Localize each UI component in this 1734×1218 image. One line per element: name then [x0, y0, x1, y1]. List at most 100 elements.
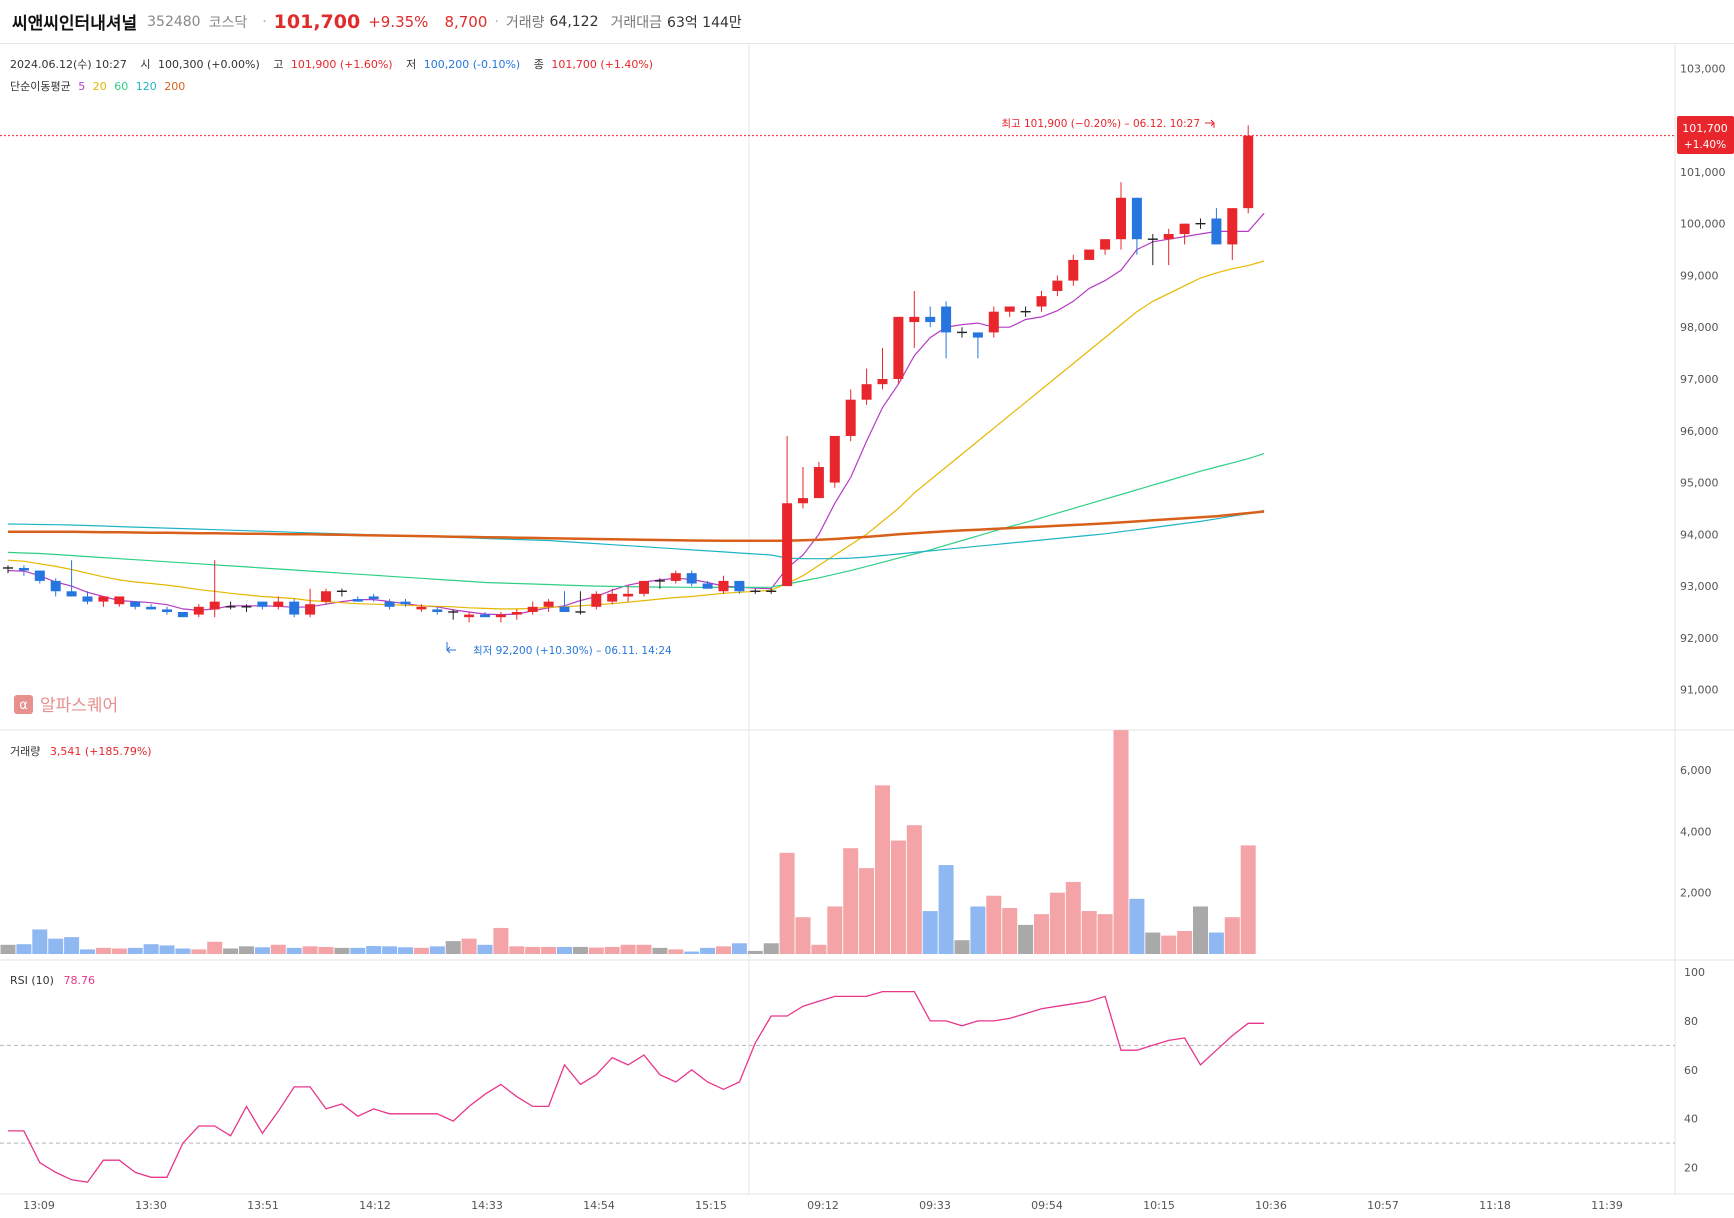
candle-body [877, 379, 888, 385]
info-datetime: 2024.06.12(수) 10:27 [10, 58, 127, 71]
volume-bar [572, 946, 588, 954]
time-tick: 09:33 [919, 1199, 951, 1212]
ma-line-200 [8, 510, 1265, 543]
volume-panel-value: 3,541 (+185.79%) [50, 745, 152, 758]
volume-bar [604, 946, 620, 954]
candle-body [623, 593, 634, 597]
candle-body [718, 580, 729, 592]
volume-bar [731, 943, 747, 954]
candle-body [591, 593, 602, 607]
price-tick: 92,000 [1680, 632, 1719, 645]
info-legend: 2024.06.12(수) 10:27 시 100,300 (+0.00%) 고… [10, 58, 653, 71]
ma-legend[interactable]: 단순이동평균 5 20 60 120 200 [10, 80, 185, 93]
volume-bar [588, 947, 604, 954]
price-tag-pct: +1.40% [1684, 139, 1726, 151]
price-tick: 96,000 [1680, 425, 1719, 438]
volume-bar [398, 947, 413, 954]
candle-body [130, 601, 141, 607]
candle-body [1116, 197, 1126, 240]
volume-bar [1034, 914, 1049, 954]
volume-panel-title: 거래량 [10, 745, 40, 758]
volume-bar [1097, 914, 1113, 954]
volume-bar [541, 946, 557, 954]
change-percent: +9.35% [368, 12, 429, 31]
candle-body [1036, 296, 1047, 307]
volume-bar [191, 949, 207, 954]
time-tick: 09:12 [807, 1199, 839, 1212]
price-tick: 97,000 [1680, 373, 1719, 386]
ma-legend-title: 단순이동평균 [10, 80, 71, 93]
time-tick: 14:54 [583, 1199, 615, 1212]
volume-bar [1240, 845, 1256, 954]
time-tick: 15:15 [695, 1199, 727, 1212]
volume-bar [1113, 730, 1129, 954]
volume-bar [636, 944, 652, 954]
candle-body [972, 332, 983, 338]
stock-name: 씨앤씨인터내셔널 [12, 14, 138, 34]
info-low-label: 저 [406, 58, 416, 71]
rsi-tick: 20 [1684, 1162, 1698, 1175]
volume-bar [747, 950, 763, 954]
price-tick: 98,000 [1680, 321, 1719, 334]
svg-text:α: α [19, 698, 28, 713]
candle-body [734, 580, 745, 592]
volume-bar [1002, 908, 1018, 954]
volume-bar [684, 951, 700, 954]
candle-body [209, 601, 220, 610]
info-high-value: 101,900 (+1.60%) [291, 58, 393, 71]
time-tick: 13:30 [135, 1199, 167, 1212]
candle-body [34, 570, 45, 581]
volume-bar [906, 825, 922, 954]
candle-body [50, 580, 61, 592]
volume-bar [509, 946, 525, 954]
price-tick: 95,000 [1680, 477, 1719, 490]
time-tick: 10:15 [1143, 1199, 1175, 1212]
rsi-indicator [0, 990, 1675, 1183]
volume-bar [1018, 924, 1034, 954]
candle-body [941, 306, 952, 333]
volume-bar [239, 946, 254, 954]
volume-panel-label: 거래량 3,541 (+185.79%) [10, 745, 152, 758]
ma-legend-120: 120 [136, 80, 157, 93]
info-open-label: 시 [140, 58, 150, 71]
volume-bar [16, 944, 32, 954]
candle-body [670, 573, 681, 581]
volume-bar [922, 911, 938, 954]
rsi-axis: 100 80 60 40 20 [1684, 966, 1705, 1175]
ma-legend-20: 20 [93, 80, 107, 93]
stock-chart[interactable]: 103,000102,000101,000100,00099,00098,000… [0, 44, 1734, 1218]
separator-dot: · [494, 13, 499, 30]
volume-bar [811, 944, 827, 954]
candle-body [162, 609, 172, 612]
candle-body [988, 311, 999, 333]
volume-bar [700, 947, 716, 954]
candle-body [18, 567, 29, 571]
volume-bar [334, 947, 350, 954]
candle-body [464, 614, 475, 618]
volume-bar [986, 895, 1002, 954]
candle-body [798, 498, 808, 504]
volume-bar [557, 946, 572, 954]
volume-bar [95, 947, 111, 954]
market-label: 코스닥 [208, 14, 248, 31]
volume-bar [1193, 906, 1208, 954]
volume-bar [652, 947, 668, 954]
volume-bar [954, 940, 970, 954]
time-tick: 09:54 [1031, 1199, 1063, 1212]
candle-body [193, 606, 204, 615]
candle-body [1227, 208, 1238, 245]
volume-bar [302, 946, 318, 954]
candle-body [416, 606, 427, 610]
candle-body [1131, 197, 1142, 240]
volume-axis: 6,000 4,000 2,000 [1680, 764, 1712, 900]
candle-body [702, 583, 713, 589]
volume-bar [875, 785, 890, 954]
candle-body [1100, 239, 1111, 250]
volume-bar [1224, 917, 1240, 954]
volume-bar [366, 946, 382, 954]
candlestick-series [3, 125, 1254, 623]
price-tag: 101,700 +1.40% [1677, 116, 1734, 154]
trade-amount-label: 거래대금 [610, 14, 663, 31]
candle-body [861, 384, 872, 400]
volume-bar [668, 949, 684, 954]
